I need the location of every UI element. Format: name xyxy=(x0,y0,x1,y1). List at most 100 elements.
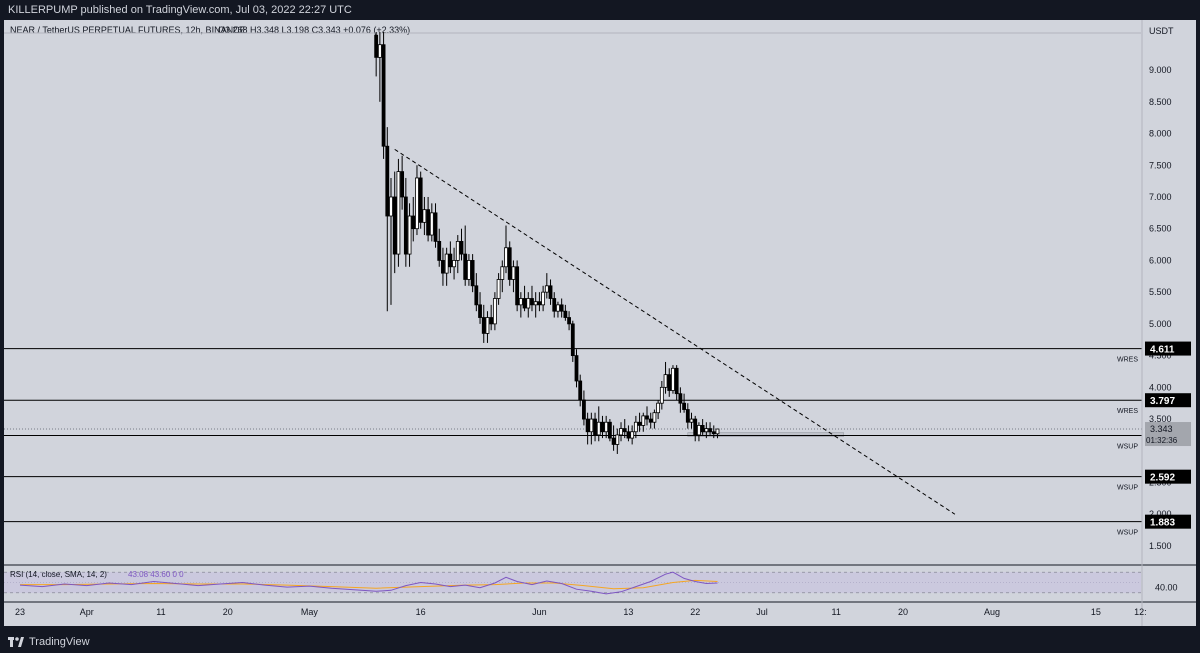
tradingview-brand: TradingView xyxy=(29,635,90,648)
candle-body-up xyxy=(377,44,382,58)
tradingview-logo[interactable]: TradingView xyxy=(8,636,90,648)
level-tag: WRES xyxy=(1117,408,1138,415)
tradingview-logo-icon xyxy=(8,636,24,647)
y-tick-label: 8.000 xyxy=(1149,129,1172,139)
candle-body-down xyxy=(411,215,416,230)
candle-body-down xyxy=(548,285,553,299)
rsi-values: 43.08 43.60 0 0 xyxy=(128,570,184,579)
level-tag: WRES xyxy=(1117,357,1138,364)
level-price-label: 4.611 xyxy=(1150,345,1175,356)
candle-body-up xyxy=(633,421,638,433)
candle-body-down xyxy=(459,240,464,255)
level-price-label: 2.592 xyxy=(1150,473,1175,484)
candle-body-up xyxy=(422,209,427,223)
candle-body-down xyxy=(611,437,616,445)
candle-body-down xyxy=(645,415,649,420)
candle-body-up xyxy=(485,317,490,334)
candle-body-down xyxy=(385,145,390,217)
candle-body-up xyxy=(630,431,635,439)
candle-body-up xyxy=(492,298,497,325)
x-tick-label: May xyxy=(301,607,319,617)
price-chart[interactable]: NEAR / TetherUS PERPETUAL FUTURES, 12h, … xyxy=(4,20,1196,626)
candle-body-down xyxy=(693,418,698,436)
candle-body-down xyxy=(582,399,586,420)
y-tick-label: 4.500 xyxy=(1149,351,1172,361)
candle-body-up xyxy=(444,253,449,274)
candle-body-up xyxy=(619,428,623,436)
countdown-label: 01:32:36 xyxy=(1146,436,1178,445)
y-tick-label: 6.500 xyxy=(1149,224,1172,234)
candle-body-up xyxy=(504,247,508,268)
x-tick-label: 22 xyxy=(690,607,700,617)
candle-body-up xyxy=(615,434,620,445)
candle-body-up xyxy=(544,285,549,293)
candle-body-up xyxy=(604,421,609,433)
candle-body-down xyxy=(708,428,712,433)
candle-body-up xyxy=(652,412,657,423)
y-tick-label: 5.500 xyxy=(1149,287,1172,297)
candle-body-down xyxy=(682,402,686,410)
candle-body-up xyxy=(671,367,675,391)
x-tick-label: Apr xyxy=(80,607,94,617)
candle-body-up xyxy=(452,260,456,268)
candle-body-down xyxy=(418,177,423,223)
candle-body-up xyxy=(704,428,709,433)
chart-title: NEAR / TetherUS PERPETUAL FUTURES, 12h, … xyxy=(10,25,246,35)
level-tag: WSUP xyxy=(1117,485,1138,492)
x-tick-label: 20 xyxy=(898,607,908,617)
candle-body-up xyxy=(407,215,412,255)
candle-body-down xyxy=(437,240,442,261)
candle-body-down xyxy=(667,374,672,391)
ohlc-label: O3.268 H3.348 L3.198 C3.343 +0.076 (+2.3… xyxy=(218,25,410,35)
level-tag: WSUP xyxy=(1117,444,1138,451)
candle-body-down xyxy=(600,421,605,433)
candle-body-down xyxy=(537,301,542,306)
x-tick-label: 13 xyxy=(623,607,633,617)
candle-body-up xyxy=(715,428,720,435)
candle-body-down xyxy=(567,317,571,325)
candle-body-up xyxy=(389,196,393,217)
candle-body-up xyxy=(511,266,516,280)
level-price-label: 3.797 xyxy=(1150,396,1175,407)
y-tick-label: 5.000 xyxy=(1149,319,1172,329)
current-price-box xyxy=(1145,422,1191,447)
candle-body-down xyxy=(648,418,653,423)
level-price-box xyxy=(1145,393,1191,408)
x-tick-label: Aug xyxy=(984,607,1000,617)
x-tick-label: 11 xyxy=(832,607,841,617)
candle-body-down xyxy=(622,428,627,433)
candle-body-down xyxy=(674,367,679,395)
y-tick-label: 7.000 xyxy=(1149,192,1172,202)
level-price-box xyxy=(1145,341,1191,356)
candle-body-down xyxy=(570,323,575,357)
candle-body-down xyxy=(559,304,564,312)
footer: TradingView xyxy=(0,630,1200,653)
x-tick-label: 15 xyxy=(1091,607,1101,617)
rsi-sma-line xyxy=(20,579,718,590)
x-tick-label: 16 xyxy=(416,607,426,617)
candle-body-up xyxy=(526,298,531,309)
candle-body-down xyxy=(515,266,520,306)
candle-body-down xyxy=(711,431,716,435)
candle-body-down xyxy=(522,298,527,309)
candle-body-up xyxy=(429,212,434,236)
candle-body-up xyxy=(589,418,594,433)
y-tick-label: 6.000 xyxy=(1149,255,1172,265)
x-tick-label: 11 xyxy=(156,607,165,617)
candle-body-down xyxy=(403,196,408,255)
y-tick-label: 2.000 xyxy=(1149,509,1172,519)
y-tick-label: 4.000 xyxy=(1149,382,1172,392)
x-tick-label: Jul xyxy=(756,607,768,617)
candle-body-up xyxy=(659,386,664,404)
candle-body-up xyxy=(455,240,460,261)
rsi-band xyxy=(4,572,1141,593)
candle-body-down xyxy=(478,304,482,318)
candle-body-down xyxy=(578,380,583,401)
chart-frame[interactable]: NEAR / TetherUS PERPETUAL FUTURES, 12h, … xyxy=(4,20,1196,626)
candle-body-down xyxy=(463,253,468,280)
candle-body-down xyxy=(626,431,631,439)
y-tick-label: 3.500 xyxy=(1149,414,1172,424)
candle-body-up xyxy=(697,425,701,436)
level-price-label: 1.883 xyxy=(1150,518,1175,529)
rsi-axis-label: 40.00 xyxy=(1155,583,1178,593)
